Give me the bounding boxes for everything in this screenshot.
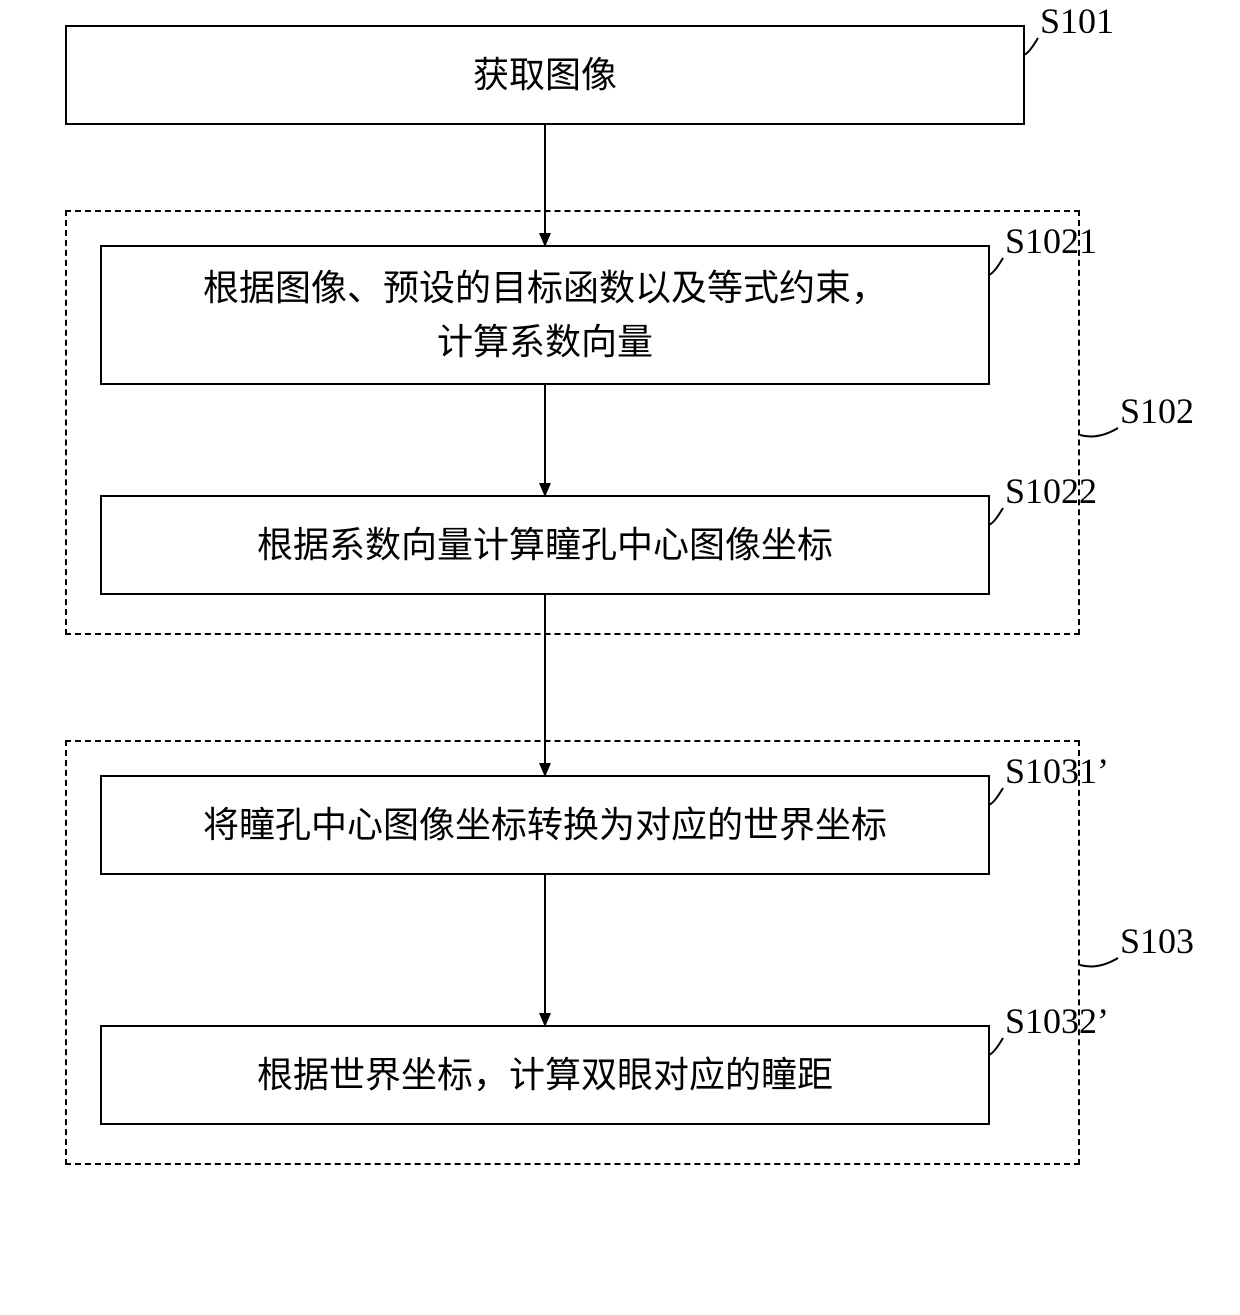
node-s101: 获取图像 [65,25,1025,125]
node-s1021-text: 根据图像、预设的目标函数以及等式约束，计算系数向量 [203,261,887,369]
label-s1022: S1022 [1005,470,1097,512]
label-s102: S102 [1120,390,1194,432]
label-s101: S101 [1040,0,1114,42]
node-s1022-text: 根据系数向量计算瞳孔中心图像坐标 [257,518,833,572]
node-s1022: 根据系数向量计算瞳孔中心图像坐标 [100,495,990,595]
label-s1021: S1021 [1005,220,1097,262]
node-s1032p-text: 根据世界坐标，计算双眼对应的瞳距 [257,1048,833,1102]
label-s1031p: S1031’ [1005,750,1109,792]
label-s1032p: S1032’ [1005,1000,1109,1042]
flowchart-canvas: 获取图像 根据图像、预设的目标函数以及等式约束，计算系数向量 根据系数向量计算瞳… [0,0,1240,1315]
node-s1021: 根据图像、预设的目标函数以及等式约束，计算系数向量 [100,245,990,385]
node-s1032p: 根据世界坐标，计算双眼对应的瞳距 [100,1025,990,1125]
node-s1031p: 将瞳孔中心图像坐标转换为对应的世界坐标 [100,775,990,875]
node-s1031p-text: 将瞳孔中心图像坐标转换为对应的世界坐标 [203,798,887,852]
label-s103: S103 [1120,920,1194,962]
node-s101-text: 获取图像 [473,48,617,102]
